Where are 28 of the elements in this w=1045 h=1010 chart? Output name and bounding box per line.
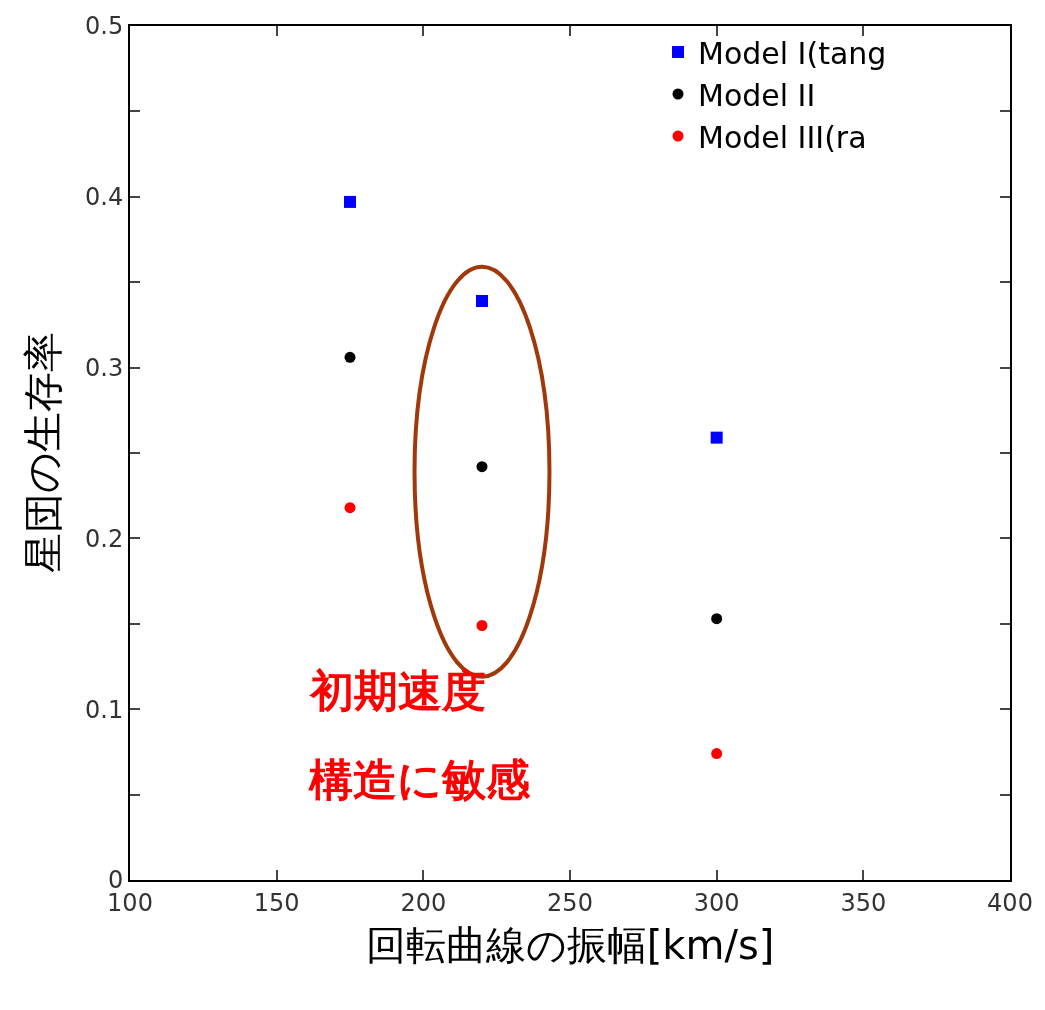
- point: [344, 195, 356, 208]
- x-tick-label: 300: [693, 888, 740, 917]
- point: [711, 748, 723, 760]
- point: [710, 431, 723, 444]
- y-axis-title: 星団の生存率: [20, 332, 67, 574]
- y-tick-label: 0.3: [85, 354, 124, 382]
- point: [711, 613, 723, 625]
- x-tick-label: 100: [107, 888, 153, 917]
- point: [344, 351, 356, 363]
- annotation: 構造に敏感: [308, 754, 531, 805]
- legend-label: Model II: [698, 77, 816, 113]
- legend-label: Model III(ra: [698, 119, 867, 155]
- x-tick-label: 400: [987, 888, 1033, 917]
- point: [476, 620, 488, 632]
- y-tick-label: 0.5: [85, 12, 124, 41]
- point: [344, 502, 356, 514]
- x-tick-label: 250: [547, 888, 593, 917]
- annotation: 初期速度: [308, 665, 486, 716]
- point: [476, 461, 488, 473]
- x-tick-label: 350: [840, 888, 887, 917]
- legend-label: Model I(tang: [698, 35, 887, 71]
- y-tick-label: 0.2: [85, 524, 124, 553]
- point: [476, 294, 488, 307]
- x-axis-title: 回転曲線の振幅[km/s]: [365, 921, 775, 968]
- x-tick-label: 200: [400, 888, 447, 917]
- y-tick-label: 0.4: [85, 183, 124, 212]
- y-tick-label: 0.1: [85, 695, 124, 724]
- x-tick-label: 150: [253, 888, 300, 917]
